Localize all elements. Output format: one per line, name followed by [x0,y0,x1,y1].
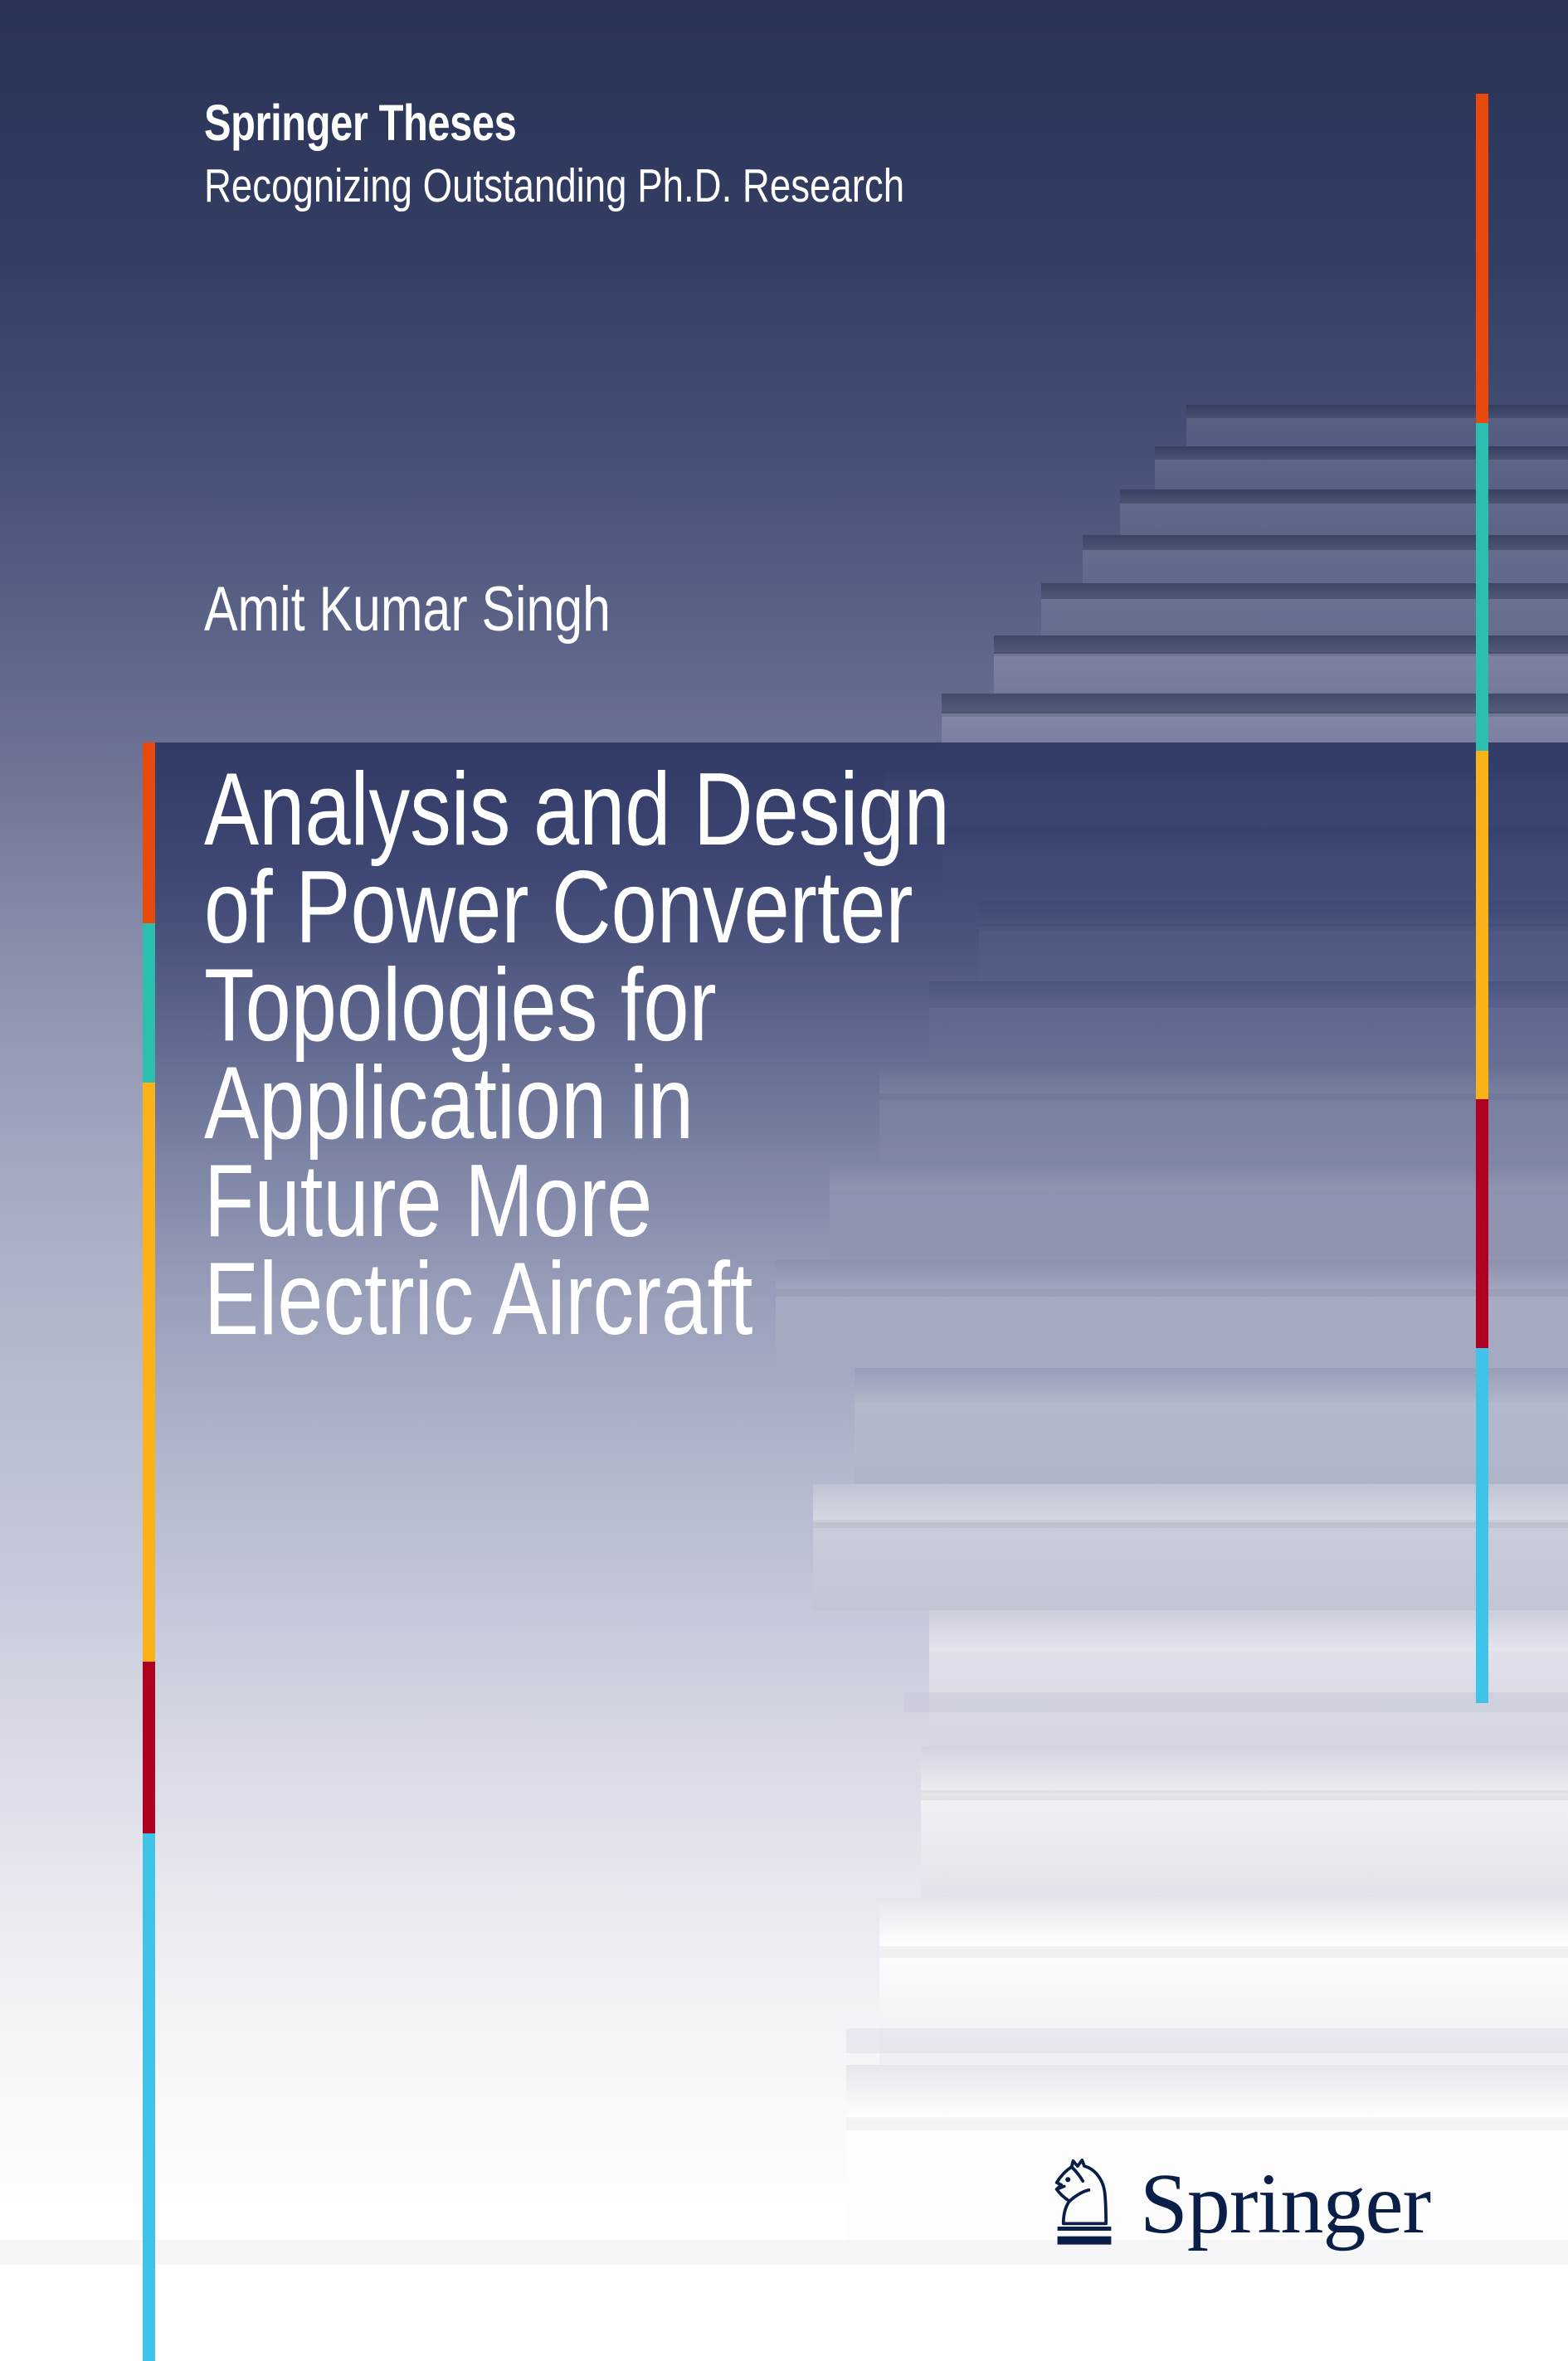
title-line: Electric Aircraft [204,1242,753,1356]
series-title: Springer Theses [204,95,517,151]
title-line: Analysis and Design [204,752,950,867]
color-bar-segment-orange [143,742,155,923]
title-panel: Analysis and Design of Power Converter T… [143,742,1568,1920]
color-bar-segment-yellow [143,1083,155,1662]
title-panel-tint [154,742,1568,1920]
publisher-logo: Springer [1047,2142,1431,2266]
color-bar-segment-yellow [1476,751,1488,1099]
springer-knight-icon [1054,2159,1112,2245]
color-bar-segment-cyan [143,1833,155,2361]
left-color-bar [143,742,155,2361]
title-line: Application in [204,1046,694,1161]
author-name: Amit Kumar Singh [204,574,611,645]
book-title: Analysis and Design of Power Converter T… [204,752,1498,1356]
title-line: Topologies for [204,948,717,1063]
color-bar-segment-orange [1476,94,1488,423]
color-bar-segment-cyan [1476,1348,1488,1703]
color-bar-segment-crimson [1476,1099,1488,1348]
color-bar-segment-teal [1476,423,1488,751]
color-bar-segment-teal [143,923,155,1083]
series-tagline: Recognizing Outstanding Ph.D. Research [204,159,905,212]
title-line: of Power Converter [204,850,913,965]
color-bar-segment-crimson [143,1662,155,1833]
series-header: Springer Theses Recognizing Outstanding … [204,98,1283,210]
right-color-bar [1476,94,1488,1703]
publisher-name: Springer [1140,2156,1431,2251]
title-line: Future More [204,1144,653,1258]
